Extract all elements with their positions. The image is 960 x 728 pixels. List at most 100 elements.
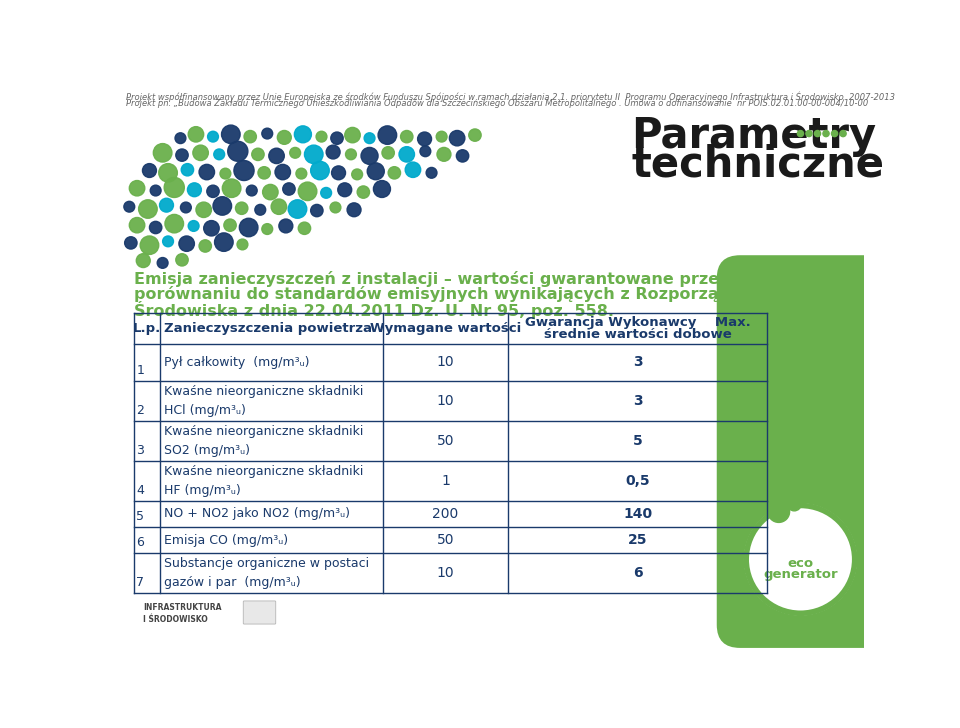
Text: średnie wartości dobowe: średnie wartości dobowe (543, 328, 732, 341)
Circle shape (164, 178, 184, 197)
Circle shape (299, 222, 311, 234)
Circle shape (252, 149, 264, 160)
Circle shape (278, 219, 293, 233)
Text: 10: 10 (437, 566, 454, 580)
Circle shape (798, 130, 804, 137)
Circle shape (299, 182, 317, 200)
Text: 10: 10 (437, 355, 454, 369)
Circle shape (176, 149, 188, 162)
Text: 3: 3 (633, 355, 642, 369)
Circle shape (361, 147, 378, 165)
Text: Kwaśne nieorganiczne składniki: Kwaśne nieorganiczne składniki (164, 424, 364, 438)
Text: Kwaśne nieorganiczne składniki: Kwaśne nieorganiczne składniki (164, 384, 364, 397)
Circle shape (187, 183, 202, 197)
Circle shape (181, 164, 194, 176)
Circle shape (316, 131, 327, 142)
Circle shape (222, 125, 240, 143)
Text: Emisja CO (mg/m³ᵤ): Emisja CO (mg/m³ᵤ) (164, 534, 288, 547)
Text: porównaniu do standardów emisyjnych wynikających z Rozporządzenia Ministra: porównaniu do standardów emisyjnych wyni… (134, 286, 858, 302)
Circle shape (288, 199, 307, 218)
Circle shape (124, 202, 134, 212)
Text: 200: 200 (432, 507, 459, 521)
Circle shape (234, 160, 254, 181)
Circle shape (138, 199, 157, 218)
Circle shape (345, 127, 360, 143)
Text: 0,5: 0,5 (625, 474, 650, 488)
Circle shape (196, 202, 211, 218)
Circle shape (290, 147, 300, 158)
Circle shape (247, 185, 257, 196)
Circle shape (330, 202, 341, 213)
Text: L.p.: L.p. (132, 322, 161, 335)
Circle shape (382, 146, 395, 159)
Circle shape (405, 162, 420, 178)
Text: Projekt współfinansowany przez Unię Europejską ze środków Funduszu Spójności w r: Projekt współfinansowany przez Unię Euro… (126, 91, 895, 102)
Text: 5: 5 (136, 510, 144, 523)
Circle shape (277, 130, 291, 144)
Circle shape (400, 130, 413, 143)
Circle shape (373, 181, 391, 197)
Circle shape (436, 131, 447, 142)
Text: gazów i par  (mg/m³ᵤ): gazów i par (mg/m³ᵤ) (164, 577, 300, 590)
Text: 25: 25 (628, 533, 647, 547)
Text: Projekt pn. „Budowa Zakładu Termicznego Unieszkodliwiania Odpadów dla Szczecińsk: Projekt pn. „Budowa Zakładu Termicznego … (126, 98, 869, 108)
Circle shape (768, 501, 789, 523)
Circle shape (275, 165, 291, 180)
Circle shape (188, 221, 199, 232)
Circle shape (348, 203, 361, 217)
Text: Parametry: Parametry (632, 115, 876, 157)
Circle shape (165, 215, 183, 233)
Circle shape (223, 179, 241, 197)
Circle shape (321, 187, 331, 198)
Text: 2: 2 (136, 404, 144, 417)
Circle shape (136, 253, 150, 267)
Circle shape (346, 149, 356, 159)
Circle shape (787, 497, 802, 511)
Text: 6: 6 (136, 537, 144, 550)
Circle shape (140, 236, 158, 255)
Text: 50: 50 (437, 533, 454, 547)
Circle shape (468, 129, 481, 141)
Circle shape (823, 130, 829, 137)
Circle shape (326, 145, 340, 159)
Circle shape (814, 130, 821, 137)
Circle shape (805, 130, 812, 137)
Circle shape (378, 126, 396, 144)
Circle shape (207, 131, 219, 142)
Circle shape (262, 223, 273, 234)
Text: generator: generator (763, 569, 838, 581)
Circle shape (295, 126, 311, 143)
Circle shape (130, 181, 145, 196)
Circle shape (357, 186, 370, 198)
Text: 3: 3 (633, 394, 642, 408)
Circle shape (214, 233, 233, 251)
Circle shape (150, 221, 162, 234)
Circle shape (154, 143, 172, 162)
Text: 6: 6 (633, 566, 642, 580)
Circle shape (331, 166, 346, 180)
Circle shape (228, 141, 248, 162)
Circle shape (296, 168, 307, 179)
Text: 140: 140 (623, 507, 652, 521)
FancyBboxPatch shape (243, 601, 276, 624)
Circle shape (224, 219, 236, 232)
Circle shape (159, 198, 174, 212)
Circle shape (162, 236, 174, 247)
Circle shape (237, 239, 248, 250)
Circle shape (331, 132, 344, 144)
Text: 4: 4 (136, 484, 144, 497)
Text: Środowiska z dnia 22.04.2011 Dz. U. Nr 95, poz. 558.: Środowiska z dnia 22.04.2011 Dz. U. Nr 9… (134, 301, 614, 320)
Circle shape (338, 183, 351, 197)
Text: 1: 1 (441, 474, 450, 488)
Circle shape (258, 167, 271, 179)
Circle shape (418, 132, 432, 146)
Circle shape (283, 183, 295, 195)
Text: Wymagane wartości: Wymagane wartości (370, 322, 521, 335)
Text: 50: 50 (437, 434, 454, 448)
Circle shape (254, 205, 266, 215)
Text: eco: eco (787, 557, 813, 570)
Circle shape (125, 237, 137, 249)
Circle shape (388, 167, 400, 179)
Text: 10: 10 (437, 394, 454, 408)
Text: SO2 (mg/m³ᵤ): SO2 (mg/m³ᵤ) (164, 444, 251, 457)
